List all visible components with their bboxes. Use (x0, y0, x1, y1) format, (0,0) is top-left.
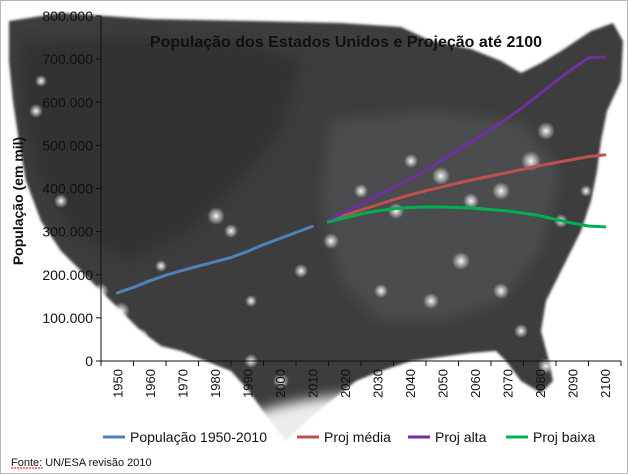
series-line (327, 153, 607, 223)
y-tick-label: 100.000 (42, 310, 93, 326)
y-tick-label: 700.000 (42, 51, 93, 67)
legend-label: População 1950-2010 (130, 429, 267, 445)
y-axis-label: População (em mil) (10, 137, 26, 265)
y-tick-label: 200.000 (42, 267, 93, 283)
legend-label: Proj média (324, 429, 391, 445)
y-tick-label: 800.000 (42, 8, 93, 24)
x-tick-label: 1970 (175, 369, 190, 398)
x-tick-label: 2000 (273, 369, 288, 398)
x-tick-label: 2040 (403, 369, 418, 398)
x-tick-label: 1990 (240, 369, 255, 398)
x-tick-label: 2090 (565, 369, 580, 398)
map-gulf-water (221, 391, 621, 473)
x-tick-label: 2070 (500, 369, 515, 398)
legend-label: Proj baixa (533, 429, 595, 445)
series-line (115, 224, 314, 295)
x-tick-label: 2010 (305, 369, 320, 398)
series-line (327, 205, 607, 229)
map-darker-region (21, 37, 301, 261)
x-tick-label: 2060 (468, 369, 483, 398)
x-tick-label: 1950 (110, 369, 125, 398)
x-tick-label: 2100 (598, 369, 613, 398)
y-tick-label: 0 (85, 353, 93, 369)
map-east-region (321, 111, 561, 321)
y-tick-label: 400.000 (42, 181, 93, 197)
y-tick-label: 500.000 (42, 137, 93, 153)
series-line (327, 55, 607, 222)
background-map (9, 13, 623, 473)
source-note: Fonte: UN/ESA revisão 2010 (11, 457, 152, 469)
legend: População 1950-2010 Proj média Proj alta Pr… (103, 429, 595, 445)
x-tick-label: 2050 (435, 369, 450, 398)
axes: 0 100.000 200.000 300.000 400.000 500.000 600.… (42, 8, 622, 398)
y-tick-label: 600.000 (42, 94, 93, 110)
x-tick-label: 2030 (370, 369, 385, 398)
city-lights (29, 75, 592, 389)
chart-title: População dos Estados Unidos e Projeção … (150, 34, 542, 51)
y-tick-label: 300.000 (42, 224, 93, 240)
x-tick-label: 1980 (208, 369, 223, 398)
x-tick-label: 1960 (143, 369, 158, 398)
x-tick-label: 2020 (338, 369, 353, 398)
x-tick-label: 2080 (533, 369, 548, 398)
series-layer (115, 55, 607, 295)
legend-label: Proj alta (435, 429, 487, 445)
